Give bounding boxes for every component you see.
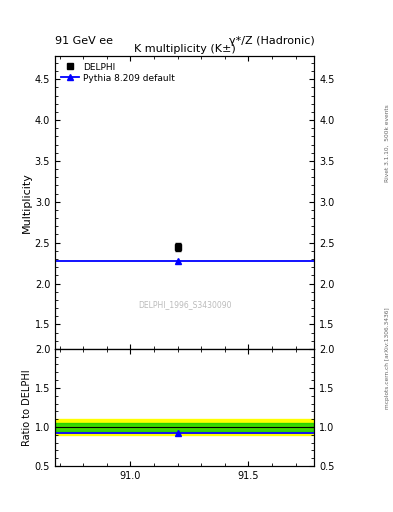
Bar xyxy=(55,423,314,431)
Text: Rivet 3.1.10,  500k events: Rivet 3.1.10, 500k events xyxy=(385,104,389,182)
Y-axis label: Ratio to DELPHI: Ratio to DELPHI xyxy=(22,369,32,446)
Bar xyxy=(55,419,314,435)
Text: DELPHI_1996_S3430090: DELPHI_1996_S3430090 xyxy=(138,301,231,310)
Text: mcplots.cern.ch [arXiv:1306.3436]: mcplots.cern.ch [arXiv:1306.3436] xyxy=(385,308,389,409)
Text: γ*/Z (Hadronic): γ*/Z (Hadronic) xyxy=(229,36,314,46)
Title: K multiplicity (K±): K multiplicity (K±) xyxy=(134,44,235,54)
Text: 91 GeV ee: 91 GeV ee xyxy=(55,36,113,46)
Legend: DELPHI, Pythia 8.209 default: DELPHI, Pythia 8.209 default xyxy=(59,61,177,84)
Y-axis label: Multiplicity: Multiplicity xyxy=(22,172,32,233)
